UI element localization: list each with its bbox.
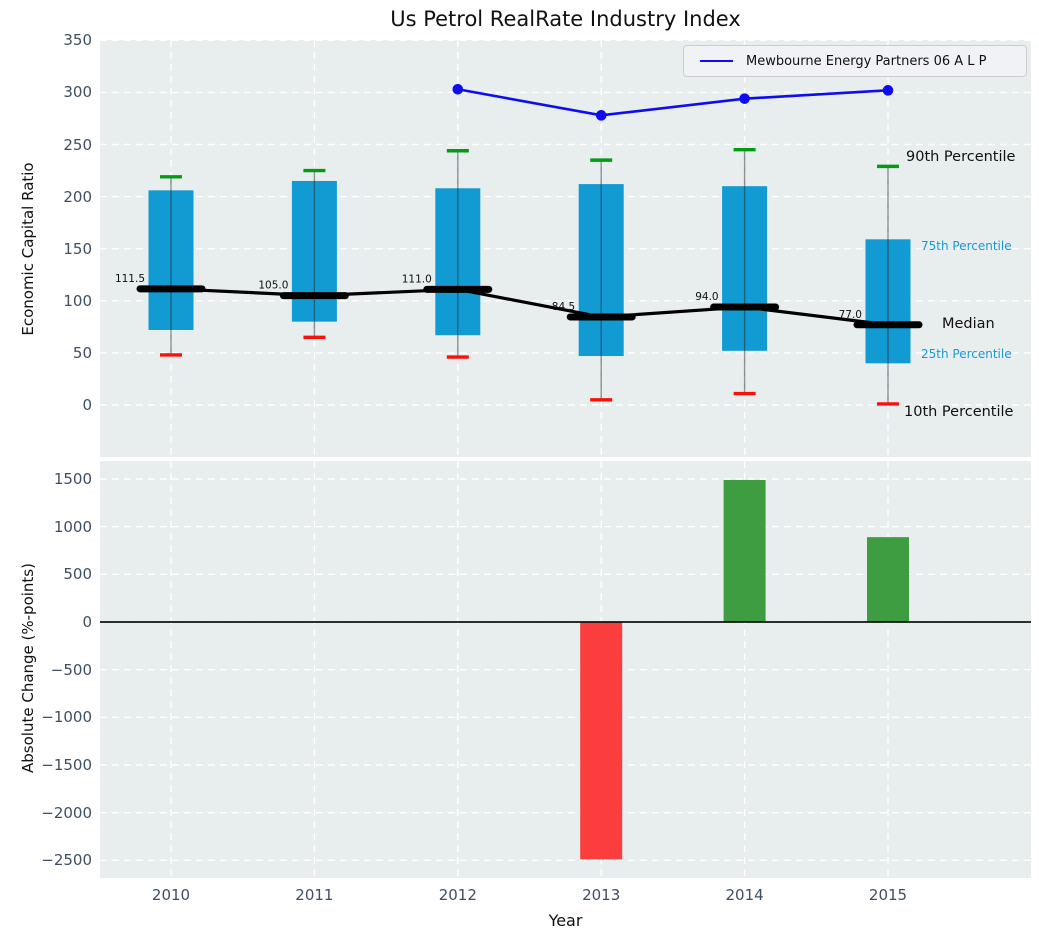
tick-label-x: 2013 bbox=[582, 886, 621, 904]
top-panel-canvas: 111.5 105.0 111.0 84.5 94.0 77.0 bbox=[100, 39, 1031, 457]
tick-label-y: −1000 bbox=[41, 708, 92, 727]
figure-title: Us Petrol RealRate Industry Index bbox=[390, 7, 741, 31]
legend-label: Mewbourne Energy Partners 06 A L P bbox=[746, 53, 987, 69]
tick-label-y: 0 bbox=[82, 613, 92, 631]
tick-label-y: −2500 bbox=[41, 851, 92, 870]
legend-line-sample bbox=[700, 60, 733, 62]
annotation-25th-percentile: 25th Percentile bbox=[921, 347, 1012, 361]
annotation-75th-percentile: 75th Percentile bbox=[921, 239, 1012, 253]
change-bar-2013 bbox=[580, 622, 623, 860]
tick-label-x: 2014 bbox=[725, 886, 764, 904]
company-line bbox=[457, 87, 889, 117]
annotation-90th-percentile: 90th Percentile bbox=[906, 149, 1016, 165]
tick-label-y: 150 bbox=[63, 239, 92, 258]
company-point bbox=[452, 83, 464, 95]
median-value-label-2014: 94.0 bbox=[695, 291, 718, 303]
median-value-label-2012: 111.0 bbox=[402, 273, 432, 285]
tick-label-x: 2010 bbox=[151, 886, 191, 904]
bottom-panel-canvas bbox=[100, 461, 1031, 878]
tick-label-y: 350 bbox=[63, 31, 92, 50]
tick-label-y: 50 bbox=[72, 343, 92, 362]
change-bar-2015 bbox=[867, 537, 909, 622]
tick-label-y: 250 bbox=[63, 135, 92, 154]
tick-label-y: 500 bbox=[63, 565, 92, 584]
top-panel: 111.5 105.0 111.0 84.5 94.0 77.0 bbox=[100, 39, 1031, 457]
company-point bbox=[739, 93, 750, 104]
median-value-label-2015: 77.0 bbox=[839, 309, 862, 321]
annotation-median: Median bbox=[942, 316, 995, 332]
tick-label-y: 1500 bbox=[53, 470, 92, 488]
company-point bbox=[595, 110, 607, 121]
tick-label-y: −500 bbox=[50, 660, 92, 679]
median-line bbox=[170, 287, 889, 327]
x-axis-label: Year bbox=[548, 911, 583, 930]
median-value-label-2010: 111.5 bbox=[115, 273, 145, 285]
annotation-10th-percentile: 10th Percentile bbox=[904, 404, 1014, 420]
tick-label-y: 300 bbox=[63, 83, 92, 102]
tick-label-y: 100 bbox=[63, 291, 92, 310]
median-value-label-2011: 105.0 bbox=[258, 280, 288, 292]
bottom-panel bbox=[100, 461, 1031, 878]
tick-label-y: −2000 bbox=[41, 803, 92, 822]
tick-label-x: 2012 bbox=[438, 886, 477, 904]
legend: Mewbourne Energy Partners 06 A L P bbox=[683, 45, 1027, 77]
tick-label-y: 200 bbox=[63, 187, 92, 206]
company-point bbox=[882, 85, 894, 96]
median-value-label-2013: 84.5 bbox=[552, 301, 575, 313]
change-bar-2014 bbox=[723, 479, 766, 622]
tick-label-y: 0 bbox=[82, 396, 92, 414]
tick-label-y: 1000 bbox=[53, 517, 92, 536]
tick-label-y: −1500 bbox=[41, 756, 92, 774]
tick-label-x: 2011 bbox=[295, 886, 334, 904]
tick-label-x: 2015 bbox=[868, 886, 908, 904]
